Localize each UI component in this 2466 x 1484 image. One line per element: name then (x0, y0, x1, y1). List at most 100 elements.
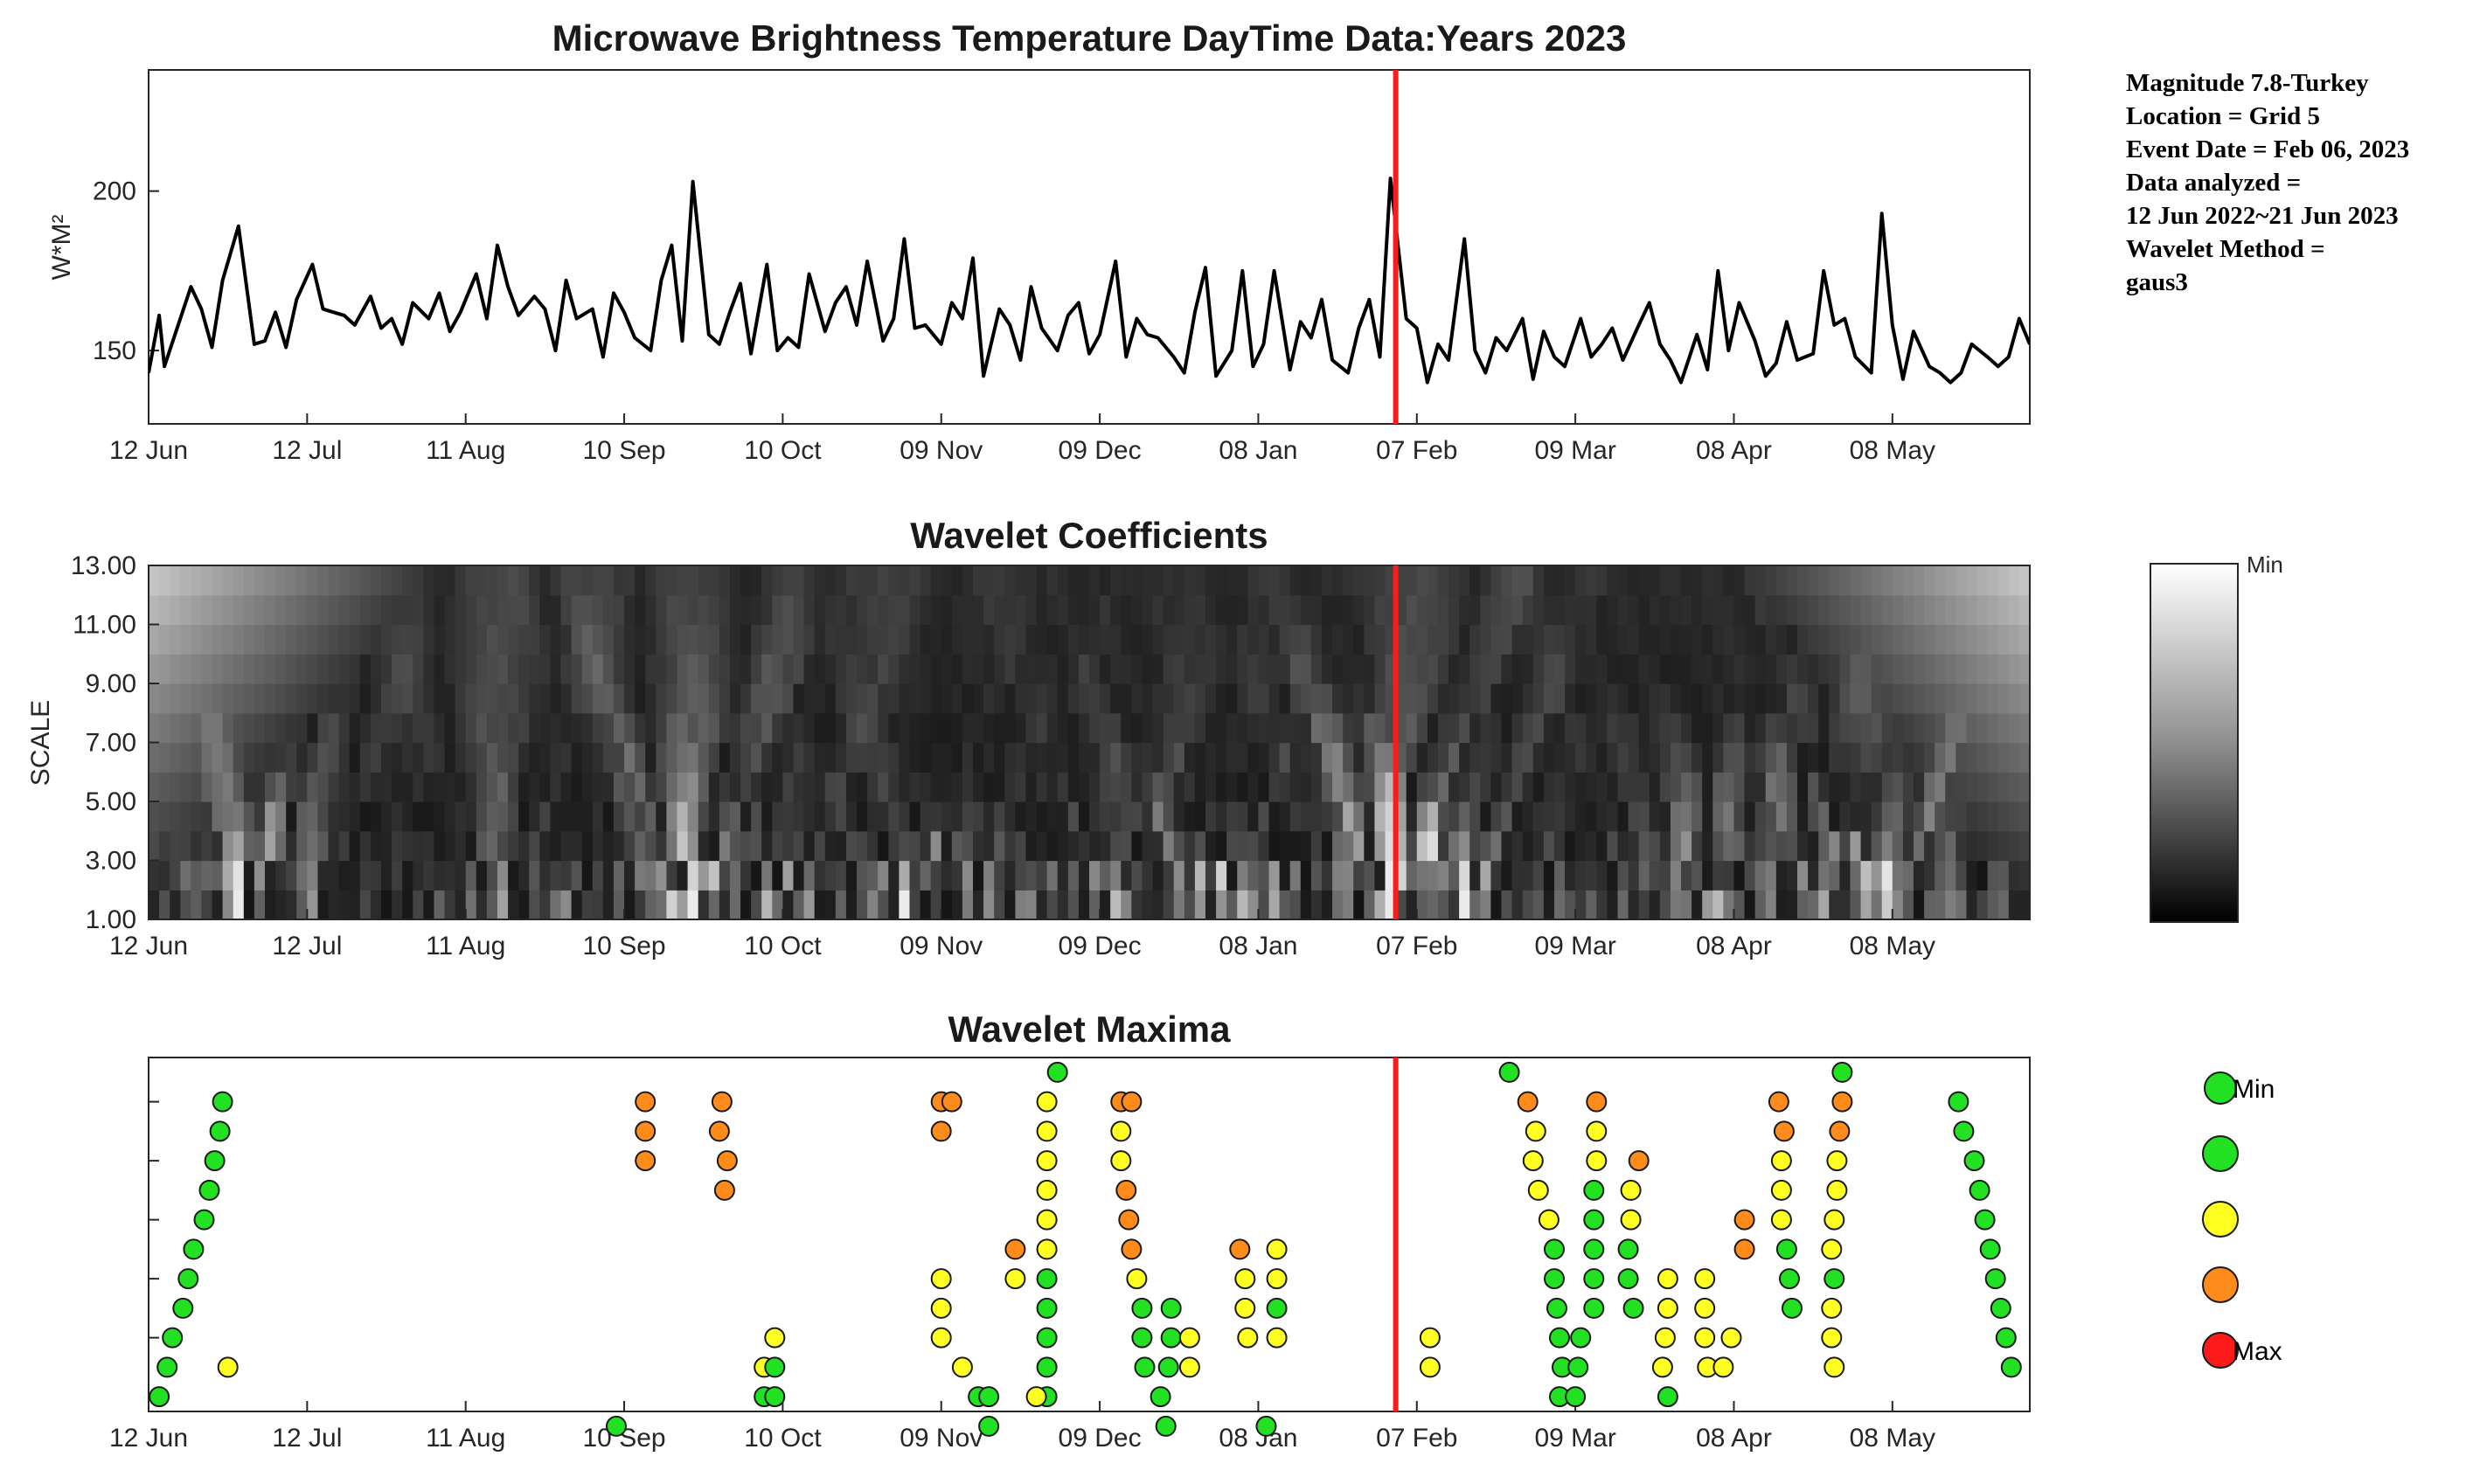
heatmap-cell (159, 890, 170, 920)
heatmap-cell (1892, 890, 1904, 920)
heatmap-cell (1163, 801, 1175, 832)
heatmap-cell (613, 712, 625, 744)
heatmap-cell (1670, 683, 1682, 714)
heatmap-cell (465, 860, 477, 891)
heatmap-cell (1860, 801, 1872, 832)
heatmap-cell (1395, 565, 1407, 596)
heatmap-cell (740, 565, 752, 596)
heatmap-cell (1586, 890, 1597, 920)
heatmap-cell (719, 860, 731, 891)
heatmap-cell (1586, 801, 1597, 832)
heatmap-cell (751, 772, 762, 802)
heatmap-cell (243, 860, 255, 891)
heatmap-cell (857, 742, 868, 773)
heatmap-cell (296, 712, 308, 744)
heatmap-cell (571, 624, 583, 655)
heatmap-cell (1976, 801, 1989, 832)
maxima-point-min (1046, 1061, 1068, 1083)
heatmap-cell (814, 742, 826, 773)
heatmap-cell (264, 890, 276, 920)
heatmap-cell (1374, 860, 1386, 891)
heatmap-cell (149, 742, 160, 773)
heatmap-cell (392, 565, 403, 596)
heatmap-cell (1744, 860, 1756, 891)
heatmap-cell (899, 565, 911, 596)
heatmap-cell (539, 830, 552, 862)
heatmap-cell (508, 801, 519, 832)
heatmap-cell (359, 772, 372, 802)
heatmap-cell (550, 683, 562, 714)
heatmap-cell (951, 712, 963, 744)
heatmap-cell (233, 860, 245, 891)
heatmap-cell (338, 860, 351, 891)
heatmap-cell (1406, 594, 1418, 626)
heatmap-cell (486, 683, 498, 714)
heatmap-cell (1184, 742, 1196, 773)
heatmap-cell (243, 712, 255, 744)
heatmap-cell (1839, 742, 1851, 773)
heatmap-cell (1395, 801, 1407, 832)
heatmap-cell (1131, 565, 1143, 596)
heatmap-cell (1310, 860, 1323, 891)
heatmap-cell (1142, 830, 1154, 862)
heatmap-cell (1395, 712, 1407, 744)
heatmap-cell (317, 565, 330, 596)
heatmap-cell (983, 624, 995, 655)
heatmap-cell (159, 594, 170, 626)
maxima-point-mid (951, 1356, 973, 1378)
heatmap-cell (518, 890, 530, 920)
heatmap-cell (1163, 654, 1175, 684)
heatmap-cell (645, 830, 656, 862)
maxima-point-mid (1586, 1150, 1608, 1172)
heatmap-cell (1490, 594, 1503, 626)
heatmap-cell (212, 742, 224, 773)
heatmap-cell (222, 712, 234, 744)
heatmap-cell (857, 830, 868, 862)
heatmap-cell (878, 890, 889, 920)
heatmap-cell (1089, 772, 1101, 802)
heatmap-cell (1565, 594, 1576, 626)
heatmap-cell (772, 565, 783, 596)
heatmap-cell (845, 594, 858, 626)
heatmap-cell (909, 860, 921, 891)
heatmap-cell (159, 801, 170, 832)
heatmap-cell (243, 624, 255, 655)
heatmap-cell (698, 712, 710, 744)
heatmap-cell (1744, 801, 1756, 832)
heatmap-cell (1659, 742, 1671, 773)
heatmap-cell (698, 890, 710, 920)
heatmap-cell (1871, 801, 1883, 832)
heatmap-cell (1976, 860, 1989, 891)
heatmap-cell (814, 801, 826, 832)
heatmap-cell (1194, 654, 1206, 684)
heatmap-cell (1596, 890, 1608, 920)
heatmap-cell (1966, 565, 1978, 596)
heatmap-cell (613, 594, 625, 626)
heatmap-cell (951, 654, 963, 684)
heatmap-cell (1522, 624, 1534, 655)
heatmap-cell (1078, 890, 1090, 920)
heatmap-cell (1216, 683, 1227, 714)
maxima-point-min (1984, 1268, 2006, 1290)
heatmap-cell (1754, 594, 1767, 626)
heatmap-cell (687, 712, 699, 744)
maxima-point-min (177, 1268, 199, 1290)
x-tick-label: 10 Oct (744, 1424, 822, 1453)
heatmap-cell (1681, 830, 1692, 862)
maxima-point-mid (1178, 1327, 1200, 1349)
heatmap-cell (1765, 654, 1777, 684)
heatmap-cell (1575, 772, 1587, 802)
heatmap-cell (307, 565, 319, 596)
heatmap-cell (1543, 594, 1555, 626)
maxima-point-min (1549, 1327, 1570, 1349)
heatmap-cell (434, 712, 446, 744)
heatmap-cell (149, 594, 160, 626)
heatmap-cell (1300, 594, 1312, 626)
heatmap-cell (455, 683, 467, 714)
heatmap-cell (1100, 742, 1111, 773)
heatmap-cell (1754, 890, 1767, 920)
heatmap-cell (729, 860, 741, 891)
heatmap-cell (878, 594, 889, 626)
heatmap-cell (1300, 860, 1312, 891)
heatmap-cell (1332, 860, 1344, 891)
